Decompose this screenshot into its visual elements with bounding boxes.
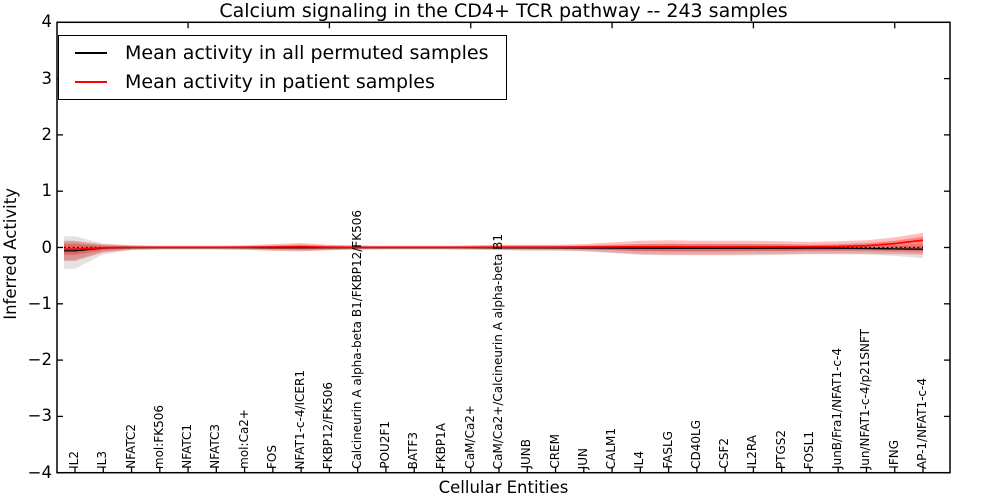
- x-tick-label: IL2RA: [745, 435, 760, 469]
- legend-label-permuted: Mean activity in all permuted samples: [125, 41, 489, 64]
- y-tick-label: −1: [27, 293, 52, 313]
- legend-item-permuted: Mean activity in all permuted samples: [59, 40, 506, 66]
- mean-line-1: [64, 239, 924, 250]
- y-tick-label: −3: [27, 406, 52, 426]
- x-tick-label: NFATC3: [208, 424, 223, 469]
- y-tick-label: 0: [41, 237, 53, 257]
- red-line-swatch: [75, 81, 107, 84]
- y-tick-label: 4: [41, 12, 53, 32]
- x-tick-label: FASLG: [660, 431, 675, 469]
- x-tick-label: AP-1/NFAT1-c-4: [915, 377, 929, 469]
- x-tick-label: NFAT1-c-4/ICER1: [293, 369, 308, 469]
- x-tick-label: FKBP1A: [434, 422, 449, 469]
- permuted-outer-band: [64, 236, 923, 269]
- black-line-swatch: [75, 51, 107, 54]
- y-tick-label: −2: [27, 350, 52, 370]
- x-tick-label: CALM1: [604, 427, 619, 469]
- legend-item-patient: Mean activity in patient samples: [59, 69, 506, 95]
- x-tick-label: IL4: [632, 451, 647, 469]
- y-tick-label: 3: [41, 68, 53, 88]
- chart-title: Calcium signaling in the CD4+ TCR pathwa…: [219, 0, 788, 22]
- x-tick-label: mol:Ca2+: [236, 409, 251, 469]
- x-axis-label: Cellular Entities: [438, 478, 569, 497]
- x-tick-label: CSF2: [717, 438, 732, 469]
- x-tick-label: CREM: [547, 434, 562, 469]
- x-tick-label: IL3: [95, 451, 110, 469]
- y-tick-label: 1: [41, 181, 53, 201]
- x-tick-label: FKBP12/FK506: [321, 381, 336, 469]
- x-tick-label: JUN: [575, 447, 590, 469]
- x-tick-label: IL2: [67, 451, 81, 469]
- y-tick-label: 2: [41, 124, 53, 144]
- patient-inner-band: [64, 236, 923, 255]
- x-tick-label: JUNB: [519, 439, 534, 469]
- x-tick-label: PTGS2: [773, 429, 788, 469]
- x-tick-label: IFNG: [886, 440, 901, 469]
- x-tick-label: mol:FK506: [151, 404, 166, 469]
- x-tick-label: FOSL1: [801, 430, 816, 469]
- x-tick-label: CaM/Ca2+: [462, 405, 477, 469]
- legend-label-patient: Mean activity in patient samples: [125, 71, 435, 94]
- x-tick-label: NFATC2: [123, 424, 138, 469]
- x-tick-label: JunB/Fra1/NFAT1-c-4: [830, 348, 845, 469]
- y-tick-label: −4: [27, 462, 52, 482]
- x-tick-label: Calcineurin A alpha-beta B1/FKBP12/FK506: [349, 210, 364, 469]
- x-tick-label: Jun/NFAT1-c-4/p21SNFT: [858, 328, 873, 469]
- x-tick-label: CaM/Ca2+/Calcineurin A alpha-beta B1: [491, 233, 505, 469]
- x-tick-label: POU2F1: [377, 421, 392, 469]
- x-tick-label: BATF3: [406, 431, 421, 469]
- legend: Mean activity in all permuted samples Me…: [58, 35, 507, 100]
- x-tick-label: NFATC1: [180, 424, 195, 469]
- x-tick-label: CD40LG: [688, 420, 703, 469]
- x-tick-label: FOS: [264, 445, 279, 469]
